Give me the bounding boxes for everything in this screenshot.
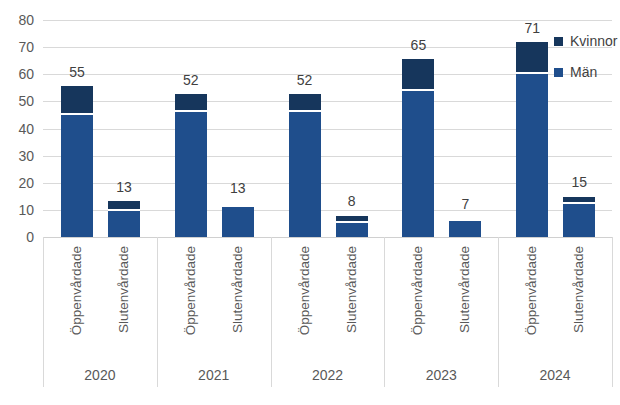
- bar-2024-slutenvårdade[interactable]: [563, 197, 595, 237]
- x-label-2021-slutenvårdade: Slutenvårdade: [230, 246, 246, 350]
- y-tick-60: 60: [0, 66, 34, 82]
- legend-label-kvinnor: Kvinnor: [570, 33, 617, 49]
- bar-2021-slutenvårdade[interactable]: [222, 207, 254, 237]
- total-label-2024-slutenvårdade: 15: [557, 174, 601, 190]
- segment-man[interactable]: [108, 211, 140, 237]
- year-label-2023: 2023: [384, 367, 498, 384]
- y-tick-30: 30: [0, 148, 34, 164]
- x-label-2024-öppenvårdade: Öppenvårdade: [524, 246, 540, 350]
- segment-man[interactable]: [563, 204, 595, 237]
- total-label-2023-slutenvårdade: 7: [443, 196, 487, 212]
- segment-kvinnor[interactable]: [108, 201, 140, 209]
- x-label-2024-slutenvårdade: Slutenvårdade: [571, 246, 587, 350]
- total-label-2022-slutenvårdade: 8: [330, 193, 374, 209]
- y-tick-50: 50: [0, 93, 34, 109]
- x-axis-line: [43, 237, 612, 238]
- y-tick-20: 20: [0, 175, 34, 191]
- segment-kvinnor[interactable]: [516, 42, 548, 72]
- category-separator-4: [498, 237, 499, 387]
- y-tick-80: 80: [0, 12, 34, 28]
- legend-label-man: Män: [570, 64, 597, 80]
- total-label-2020-slutenvårdade: 13: [102, 179, 146, 195]
- segment-kvinnor[interactable]: [61, 86, 93, 113]
- man-color-swatch: [554, 68, 563, 77]
- x-label-2021-öppenvårdade: Öppenvårdade: [183, 246, 199, 350]
- legend-item-man[interactable]: Män: [554, 64, 617, 80]
- segment-man[interactable]: [336, 223, 368, 237]
- total-label-2023-öppenvårdade: 65: [396, 37, 440, 53]
- total-label-2021-öppenvårdade: 52: [169, 72, 213, 88]
- y-tick-10: 10: [0, 202, 34, 218]
- category-separator-5: [612, 237, 613, 387]
- category-separator-2: [271, 237, 272, 387]
- segment-man[interactable]: [516, 74, 548, 237]
- segment-kvinnor[interactable]: [402, 59, 434, 89]
- y-tick-40: 40: [0, 121, 34, 137]
- year-label-2024: 2024: [498, 367, 612, 384]
- x-label-2023-öppenvårdade: Öppenvårdade: [410, 246, 426, 350]
- year-label-2021: 2021: [157, 367, 271, 384]
- bar-2020-öppenvårdade[interactable]: [61, 86, 93, 237]
- bar-2020-slutenvårdade[interactable]: [108, 201, 140, 237]
- total-label-2024-öppenvårdade: 71: [510, 20, 554, 36]
- bar-2021-öppenvårdade[interactable]: [175, 94, 207, 237]
- y-tick-70: 70: [0, 39, 34, 55]
- total-label-2021-slutenvårdade: 13: [216, 180, 260, 196]
- category-separator-1: [157, 237, 158, 387]
- x-label-2022-slutenvårdade: Slutenvårdade: [344, 246, 360, 350]
- bar-2022-öppenvårdade[interactable]: [289, 94, 321, 237]
- segment-kvinnor[interactable]: [289, 94, 321, 110]
- segment-man[interactable]: [289, 112, 321, 237]
- x-label-2022-öppenvårdade: Öppenvårdade: [297, 246, 313, 350]
- category-separator-3: [384, 237, 385, 387]
- segment-man[interactable]: [175, 112, 207, 237]
- legend: Kvinnor Män: [554, 33, 617, 95]
- segment-man[interactable]: [402, 91, 434, 237]
- x-label-2020-slutenvårdade: Slutenvårdade: [116, 246, 132, 350]
- segment-kvinnor[interactable]: [175, 94, 207, 110]
- y-tick-0: 0: [0, 229, 34, 245]
- bar-2023-öppenvårdade[interactable]: [402, 59, 434, 237]
- bar-2024-öppenvårdade[interactable]: [516, 42, 548, 237]
- segment-man[interactable]: [222, 207, 254, 237]
- stacked-bar-chart: 0 10 20 30 40 50 60 70 80 55 13 52 13 52 8 65 7 71 15 Öpp…: [0, 0, 620, 405]
- x-label-2023-slutenvårdade: Slutenvårdade: [457, 246, 473, 350]
- legend-item-kvinnor[interactable]: Kvinnor: [554, 33, 617, 49]
- total-label-2022-öppenvårdade: 52: [283, 72, 327, 88]
- kvinnor-color-swatch: [554, 37, 563, 46]
- total-label-2020-öppenvårdade: 55: [55, 64, 99, 80]
- bar-2022-slutenvårdade[interactable]: [336, 216, 368, 237]
- category-separator-0: [43, 237, 44, 387]
- segment-man[interactable]: [449, 221, 481, 237]
- segment-man[interactable]: [61, 115, 93, 237]
- bar-2023-slutenvårdade[interactable]: [449, 221, 481, 237]
- year-label-2020: 2020: [43, 367, 157, 384]
- year-label-2022: 2022: [271, 367, 385, 384]
- x-label-2020-öppenvårdade: Öppenvårdade: [69, 246, 85, 350]
